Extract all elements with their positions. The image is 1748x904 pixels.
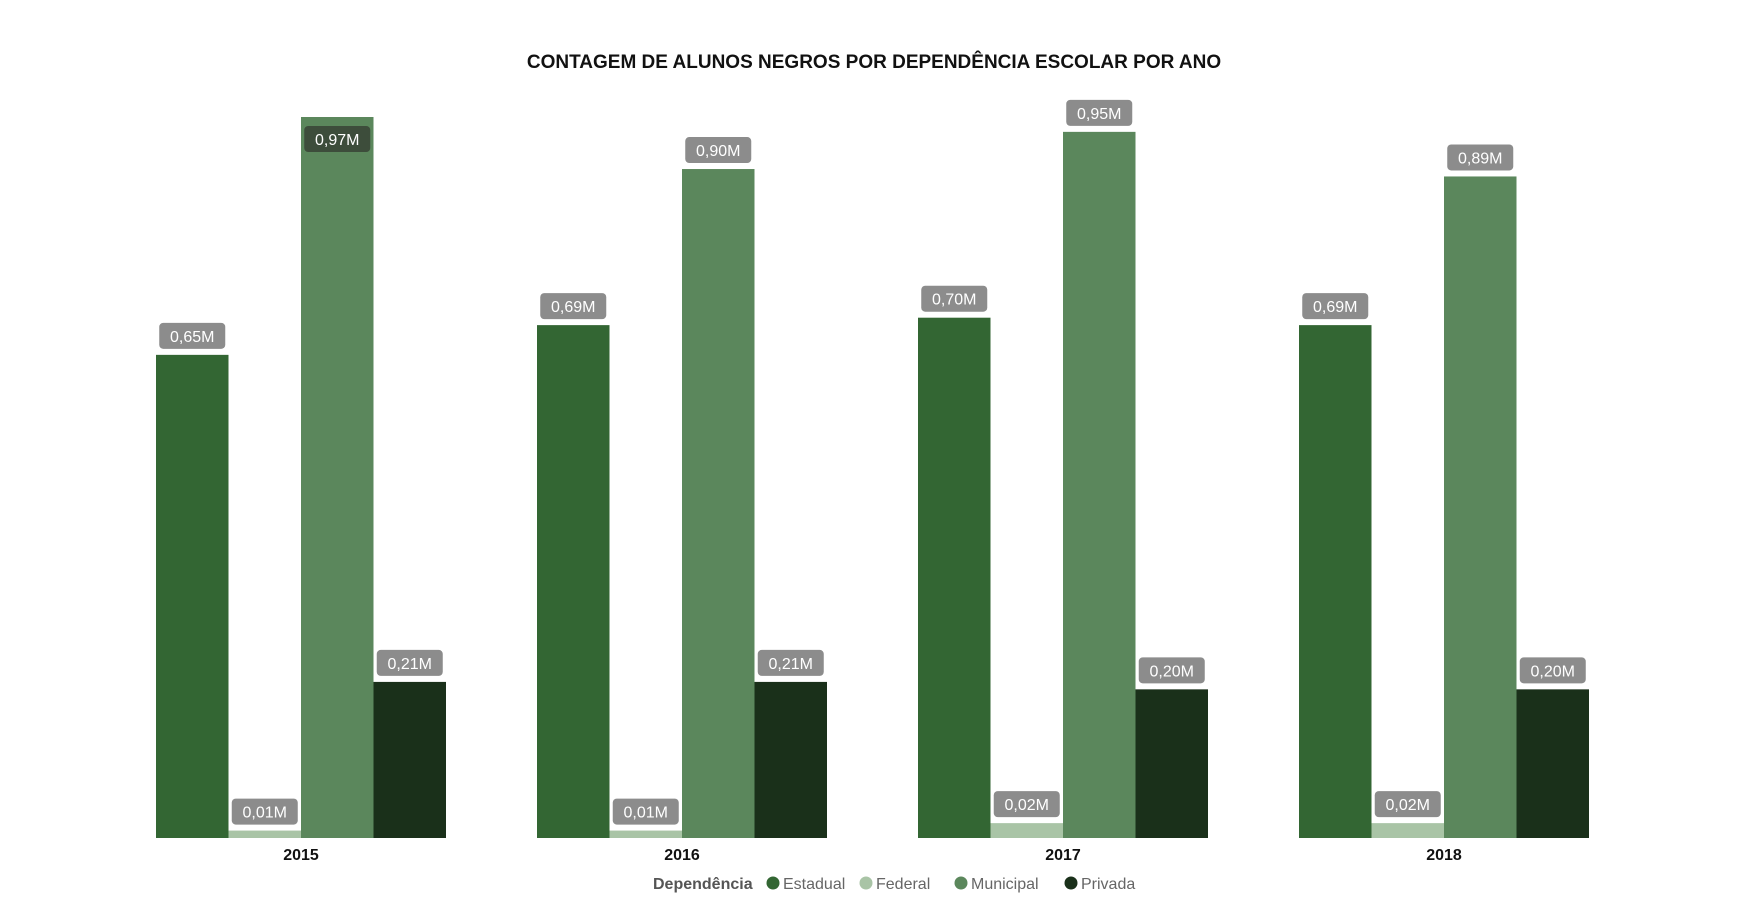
category-label-2018: 2018 bbox=[1426, 847, 1462, 864]
data-label-estadual-2018: 0,69M bbox=[1313, 299, 1357, 316]
bar-privada-2016[interactable] bbox=[754, 681, 828, 838]
bar-federal-2018[interactable] bbox=[1371, 823, 1445, 838]
category-axis: 2015 2016 2017 2018 bbox=[283, 847, 1462, 864]
bar-municipal-2015[interactable] bbox=[301, 117, 374, 838]
data-label-box-privada-2016 bbox=[757, 649, 824, 676]
data-label-municipal-2016: 0,90M bbox=[696, 143, 740, 160]
legend-marker-federal bbox=[859, 876, 873, 890]
data-label-box-privada-2017 bbox=[1138, 657, 1205, 684]
data-label-estadual-2016: 0,69M bbox=[551, 299, 595, 316]
bar-municipal-2016[interactable] bbox=[682, 169, 755, 838]
data-label-box-municipal-2015 bbox=[304, 126, 371, 152]
data-label-box-federal-2015 bbox=[231, 798, 298, 825]
data-label-box-estadual-2016 bbox=[540, 293, 607, 320]
data-label-box-privada-2018 bbox=[1519, 657, 1586, 684]
data-label-box-federal-2017 bbox=[993, 791, 1060, 818]
data-label-box-estadual-2018 bbox=[1302, 293, 1369, 320]
chart-title: CONTAGEM DE ALUNOS NEGROS POR DEPENDÊNCI… bbox=[527, 51, 1221, 73]
data-label-federal-2016: 0,01M bbox=[624, 805, 668, 822]
bar-privada-2018[interactable] bbox=[1516, 689, 1590, 838]
data-label-box-federal-2018 bbox=[1374, 791, 1441, 818]
data-label-federal-2018: 0,02M bbox=[1386, 797, 1430, 814]
legend-marker-estadual bbox=[766, 876, 780, 890]
bar-privada-2015[interactable] bbox=[373, 681, 447, 838]
data-label-box-federal-2016 bbox=[612, 798, 679, 825]
bar-municipal-2018[interactable] bbox=[1444, 176, 1517, 838]
data-label-estadual-2017: 0,70M bbox=[932, 292, 976, 309]
category-label-2016: 2016 bbox=[664, 847, 700, 864]
data-label-box-municipal-2017 bbox=[1066, 99, 1133, 126]
data-labels-layer: 0,65M 0,01M 0,97M 0,21M 0,69M 0,01M 0,90M 0,21M… bbox=[159, 99, 1586, 825]
legend-label-municipal: Municipal bbox=[971, 876, 1039, 893]
bars-layer bbox=[156, 117, 1590, 839]
bar-estadual-2018[interactable] bbox=[1299, 325, 1372, 838]
legend-item-federal[interactable]: Federal bbox=[859, 876, 931, 893]
data-label-municipal-2017: 0,95M bbox=[1077, 106, 1121, 123]
data-label-privada-2018: 0,20M bbox=[1531, 663, 1575, 680]
legend-marker-privada bbox=[1064, 876, 1078, 890]
data-label-privada-2017: 0,20M bbox=[1150, 663, 1194, 680]
legend-item-privada[interactable]: Privada bbox=[1064, 876, 1136, 893]
data-label-box-estadual-2017 bbox=[921, 285, 988, 312]
legend-item-estadual[interactable]: Estadual bbox=[766, 876, 846, 893]
legend-item-municipal[interactable]: Municipal bbox=[954, 876, 1039, 893]
data-label-privada-2015: 0,21M bbox=[388, 656, 432, 673]
data-label-municipal-2018: 0,89M bbox=[1458, 150, 1502, 167]
data-label-estadual-2015: 0,65M bbox=[170, 329, 214, 346]
category-label-2015: 2015 bbox=[283, 847, 319, 864]
bar-estadual-2017[interactable] bbox=[918, 317, 991, 838]
data-label-federal-2015: 0,01M bbox=[243, 805, 287, 822]
data-label-box-municipal-2018 bbox=[1447, 144, 1514, 171]
bar-federal-2016[interactable] bbox=[609, 830, 683, 838]
data-label-privada-2016: 0,21M bbox=[769, 656, 813, 673]
bar-estadual-2015[interactable] bbox=[156, 354, 229, 838]
data-label-municipal-2015: 0,97M bbox=[315, 132, 359, 149]
legend-label-privada: Privada bbox=[1081, 876, 1135, 893]
data-label-federal-2017: 0,02M bbox=[1005, 797, 1049, 814]
legend-marker-municipal bbox=[954, 876, 968, 890]
data-label-box-estadual-2015 bbox=[159, 322, 226, 349]
data-label-box-privada-2015 bbox=[376, 649, 443, 676]
bar-privada-2017[interactable] bbox=[1135, 689, 1209, 838]
category-label-2017: 2017 bbox=[1045, 847, 1081, 864]
bar-federal-2015[interactable] bbox=[228, 830, 302, 838]
bar-estadual-2016[interactable] bbox=[537, 325, 610, 838]
bar-federal-2017[interactable] bbox=[990, 823, 1064, 838]
data-label-box-municipal-2016 bbox=[685, 137, 752, 164]
legend[interactable]: Dependência Estadual Federal Municipal Priva… bbox=[653, 876, 1135, 893]
legend-label-federal: Federal bbox=[876, 876, 930, 893]
legend-label-estadual: Estadual bbox=[783, 876, 845, 893]
legend-title: Dependência bbox=[653, 876, 753, 893]
bar-municipal-2017[interactable] bbox=[1063, 131, 1136, 839]
